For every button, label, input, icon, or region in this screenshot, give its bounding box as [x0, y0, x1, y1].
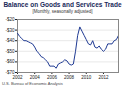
svg-text:2008: 2008 — [64, 75, 75, 80]
svg-text:-$60: -$60 — [5, 59, 15, 64]
html-text:Balance on Goods and Services: Balance on Goods and Services Trade — [3, 1, 122, 8]
svg-text:-$20: -$20 — [5, 17, 15, 22]
svg-text:2004: 2004 — [30, 75, 41, 80]
svg-text:2012: 2012 — [98, 75, 109, 80]
html-text:U.S. Bureau of Economic Analys: U.S. Bureau of Economic Analysis — [2, 81, 63, 86]
svg-text:2006: 2006 — [47, 75, 58, 80]
svg-text:2002: 2002 — [12, 75, 23, 80]
svg-text:-$70: -$70 — [5, 69, 15, 75]
svg-text:2010: 2010 — [81, 75, 92, 80]
svg-text:-$40: -$40 — [5, 38, 15, 43]
svg-text:-$50: -$50 — [5, 49, 15, 54]
svg-text:-$30: -$30 — [5, 28, 15, 33]
html-text:[Monthly, seasonally adjusted]: [Monthly, seasonally adjusted] — [32, 9, 93, 14]
